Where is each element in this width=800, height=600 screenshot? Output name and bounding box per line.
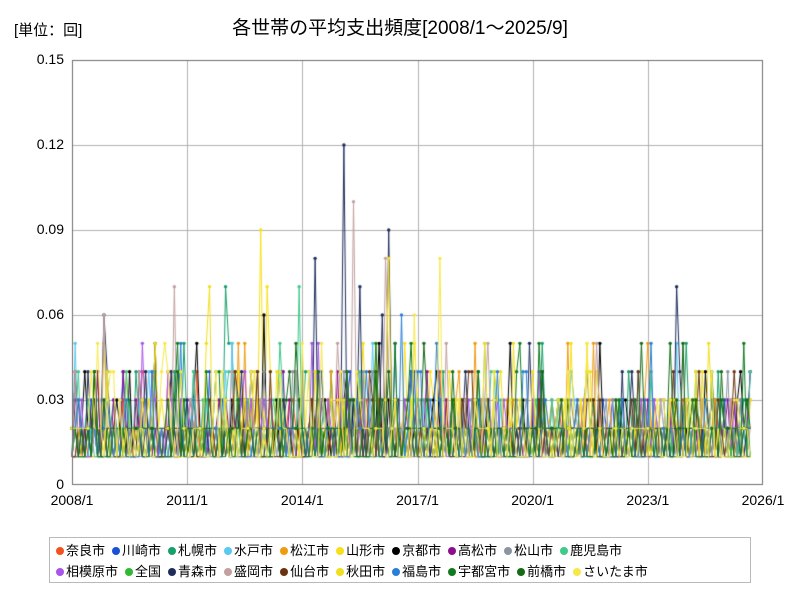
legend-item[interactable]: 盛岡市 xyxy=(224,565,273,578)
legend-label: 山形市 xyxy=(346,543,386,558)
legend-item[interactable]: 仙台市 xyxy=(280,565,329,578)
legend-label: 松江市 xyxy=(290,543,330,558)
legend-item[interactable]: 相模原市 xyxy=(56,565,118,578)
legend-marker-icon xyxy=(504,546,513,555)
legend-marker-icon xyxy=(224,546,233,555)
x-axis-tick-label: 2017/1 xyxy=(396,492,439,508)
legend-marker-icon xyxy=(448,567,457,576)
legend-item[interactable]: 水戸市 xyxy=(224,544,273,557)
legend-marker-icon xyxy=(224,567,233,576)
legend-marker-icon xyxy=(112,546,121,555)
x-axis-tick-label: 2011/1 xyxy=(166,492,209,508)
x-axis-tick-label: 2008/1 xyxy=(50,492,94,508)
legend-row: 相模原市 全国 青森市 盛岡市 仙台市 秋田市 福島市 宇都宮市 前橋市 さいたま市 xyxy=(50,561,750,582)
legend-label: 全国 xyxy=(135,564,162,579)
legend-label: 鹿児島市 xyxy=(570,543,623,558)
legend-item[interactable]: 鹿児島市 xyxy=(560,544,622,557)
legend-label: さいたま市 xyxy=(583,564,648,579)
legend-item[interactable]: 秋田市 xyxy=(336,565,385,578)
legend-item[interactable]: さいたま市 xyxy=(573,565,648,578)
legend-marker-icon xyxy=(336,567,345,576)
legend-label: 相模原市 xyxy=(66,564,119,579)
x-axis-tick-label: 2026/1 xyxy=(741,492,785,508)
legend-marker-icon xyxy=(125,567,134,576)
legend-marker-icon xyxy=(517,567,526,576)
legend-item[interactable]: 山形市 xyxy=(336,544,385,557)
legend-label: 京都市 xyxy=(402,543,442,558)
x-axis-tick-label: 2023/1 xyxy=(626,492,670,508)
y-axis-tick-label: 0.09 xyxy=(36,221,64,237)
legend-label: 札幌市 xyxy=(178,543,218,558)
y-axis-tick-label: 0.15 xyxy=(36,51,64,67)
x-axis-tick-label: 2020/1 xyxy=(511,492,555,508)
legend-label: 青森市 xyxy=(178,564,218,579)
legend-label: 宇都宮市 xyxy=(458,564,511,579)
y-axis-tick-label: 0.12 xyxy=(36,136,64,152)
legend-item[interactable]: 奈良市 xyxy=(56,544,105,557)
legend-label: 川崎市 xyxy=(122,543,162,558)
legend-item[interactable]: 宇都宮市 xyxy=(448,565,510,578)
legend-label: 高松市 xyxy=(458,543,498,558)
legend-label: 松山市 xyxy=(514,543,554,558)
legend-label: 盛岡市 xyxy=(234,564,274,579)
legend-item[interactable]: 京都市 xyxy=(392,544,441,557)
x-axis-tick-label: 2014/1 xyxy=(280,492,324,508)
legend-marker-icon xyxy=(168,546,177,555)
legend-row: 奈良市 川崎市 札幌市 水戸市 松江市 山形市 京都市 高松市 松山市 鹿児島市 xyxy=(50,540,750,561)
legend-marker-icon xyxy=(56,546,64,555)
legend-item[interactable]: 札幌市 xyxy=(168,544,217,557)
legend-label: 水戸市 xyxy=(234,543,274,558)
legend-label: 福島市 xyxy=(402,564,442,579)
y-axis-tick-label: 0 xyxy=(56,476,64,492)
legend-item[interactable]: 青森市 xyxy=(168,565,217,578)
legend-item[interactable]: 川崎市 xyxy=(112,544,161,557)
y-axis-tick-label: 0.06 xyxy=(36,306,64,322)
legend-label: 秋田市 xyxy=(346,564,386,579)
legend-marker-icon xyxy=(168,567,177,576)
legend-item[interactable]: 松山市 xyxy=(504,544,553,557)
legend-marker-icon xyxy=(280,567,289,576)
legend-item[interactable]: 福島市 xyxy=(392,565,441,578)
legend-item[interactable]: 高松市 xyxy=(448,544,497,557)
legend-marker-icon xyxy=(56,567,64,576)
legend-item[interactable]: 前橋市 xyxy=(517,565,566,578)
legend-label: 仙台市 xyxy=(290,564,330,579)
legend-marker-icon xyxy=(392,567,401,576)
legend-marker-icon xyxy=(448,546,457,555)
legend-marker-icon xyxy=(392,546,401,555)
chart-legend: 奈良市 川崎市 札幌市 水戸市 松江市 山形市 京都市 高松市 松山市 鹿児島市相模原市 全国 青森市… xyxy=(49,537,751,583)
legend-marker-icon xyxy=(560,546,569,555)
legend-item[interactable]: 全国 xyxy=(125,565,161,578)
legend-marker-icon xyxy=(336,546,345,555)
legend-label: 前橋市 xyxy=(527,564,567,579)
legend-marker-icon xyxy=(280,546,289,555)
legend-label: 奈良市 xyxy=(66,543,106,558)
y-axis-tick-label: 0.03 xyxy=(36,391,64,407)
legend-item[interactable]: 松江市 xyxy=(280,544,329,557)
legend-marker-icon xyxy=(573,567,582,576)
